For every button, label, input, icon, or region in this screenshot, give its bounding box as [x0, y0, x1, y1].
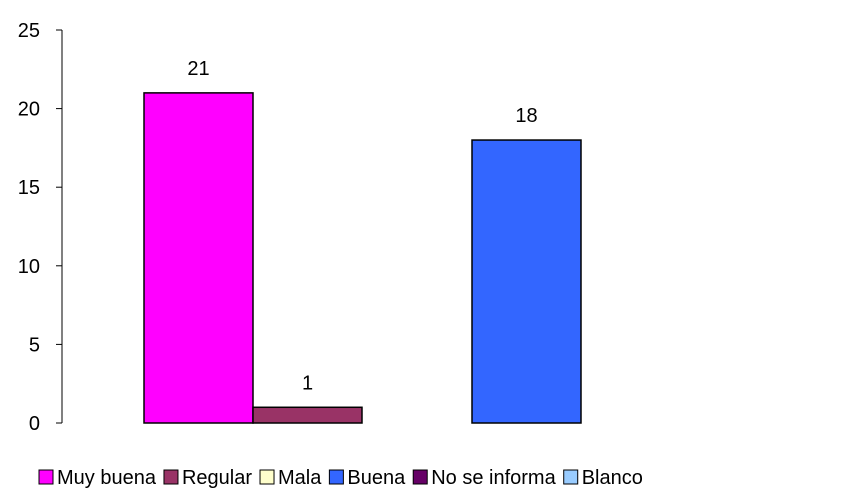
y-tick-label: 25	[18, 20, 40, 42]
legend-swatch	[163, 469, 179, 485]
legend-swatch	[563, 469, 579, 485]
legend-swatch	[328, 469, 344, 485]
chart-bars	[143, 92, 582, 424]
legend-swatch	[412, 469, 428, 485]
y-tick-label: 5	[29, 334, 40, 356]
bar-buena	[471, 139, 582, 424]
bar-regular	[252, 406, 363, 424]
legend-item: No se informa	[412, 467, 557, 489]
legend-swatch	[259, 469, 275, 485]
legend-label: Regular	[182, 467, 252, 489]
data-label-regular: 1	[302, 372, 313, 394]
legend-item: Muy buena	[38, 467, 157, 489]
legend-item: Buena	[328, 467, 406, 489]
chart-axes: 0 5 10 15 20 25	[18, 20, 63, 435]
legend-label: No se informa	[431, 467, 556, 489]
bar-muy-buena	[143, 92, 254, 424]
data-label-muy-buena: 21	[187, 58, 209, 80]
data-label-buena: 18	[515, 105, 537, 127]
y-tick-label: 10	[18, 256, 40, 278]
legend-item: Blanco	[563, 467, 643, 489]
chart-legend: Muy buena Regular Mala Buena No se informa Bl…	[38, 467, 643, 489]
legend-item: Mala	[259, 467, 322, 489]
y-tick-label: 0	[29, 413, 40, 435]
legend-label: Mala	[278, 467, 322, 489]
legend-swatch	[38, 469, 54, 485]
legend-label: Blanco	[582, 467, 643, 489]
chart-data-labels: 21 1 18	[187, 58, 537, 394]
y-tick-label: 15	[18, 177, 40, 199]
y-tick-label: 20	[18, 99, 40, 121]
legend-item: Regular	[163, 467, 252, 489]
legend-label: Buena	[347, 467, 406, 489]
legend-label: Muy buena	[57, 467, 157, 489]
